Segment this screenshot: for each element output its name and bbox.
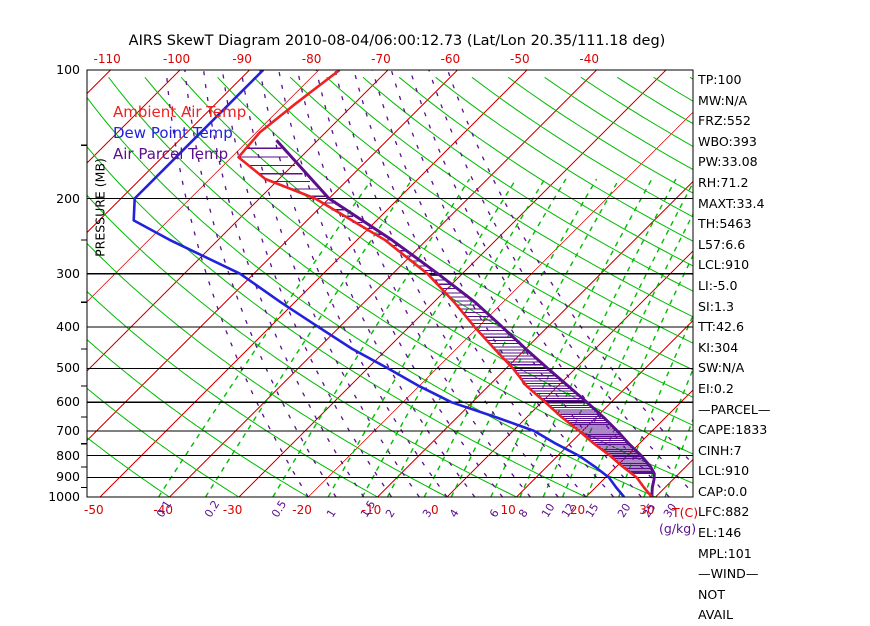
legend-air-parcel-temp: Air Parcel Temp	[113, 145, 229, 163]
index-item-7: TH:5463	[698, 216, 752, 232]
pressure-tick-1000: 1000	[48, 489, 80, 504]
bottom-temp-tick--20: -20	[292, 503, 312, 517]
y-axis-label: PRESSURE (MB)	[92, 158, 108, 257]
index-item-25: NOT	[698, 586, 726, 602]
index-item-15: EI:0.2	[698, 380, 734, 396]
pressure-tick-700: 700	[56, 422, 80, 438]
bottom-temp-tick--10: -10	[361, 503, 382, 517]
index-item-4: PW:33.08	[698, 154, 758, 170]
index-item-1: MW:N/A	[698, 92, 748, 108]
index-item-26: AVAIL	[698, 607, 733, 623]
index-item-12: TT:42.6	[698, 319, 745, 335]
index-item-3: WBO:393	[698, 133, 757, 149]
index-item-2: FRZ:552	[698, 113, 751, 129]
top-temp-tick--70: -70	[371, 52, 391, 66]
index-item-18: CINH:7	[698, 442, 742, 458]
index-item-23: MPL:101	[698, 545, 752, 561]
pressure-tick-600: 600	[56, 394, 80, 410]
indices-panel: TP:100 MW:N/A FRZ:552 WBO:393 PW:33.08 RH:71.…	[698, 70, 866, 626]
index-item-22: EL:146	[698, 525, 742, 541]
pressure-tick-400: 400	[56, 319, 80, 335]
index-item-20: CAP:0.0	[698, 483, 748, 499]
pressure-tick-900: 900	[56, 469, 80, 485]
bottom-temp-tick-20: 20	[569, 503, 586, 517]
page-title: AIRS SkewT Diagram 2010-08-04/06:00:12.7…	[128, 33, 666, 49]
bottom-temp-tick--50: -50	[84, 503, 104, 517]
x-axis-temp-label: T(C)	[672, 505, 699, 520]
index-item-17: CAPE:1833	[698, 422, 768, 438]
index-item-8: L57:6.6	[698, 236, 746, 252]
top-temp-tick--60: -60	[440, 52, 461, 66]
top-temp-tick--40: -40	[579, 52, 600, 66]
index-item-16: —PARCEL—	[698, 401, 771, 417]
index-item-5: RH:71.2	[698, 174, 749, 190]
index-item-6: MAXT:33.4	[698, 195, 765, 211]
legend-ambient-air-temp: Ambient Air Temp	[113, 103, 247, 121]
pressure-tick-100: 100	[56, 62, 80, 77]
index-item-13: KI:304	[698, 339, 739, 355]
bottom-temp-tick--30: -30	[222, 503, 243, 517]
bottom-temp-tick-0: 0	[431, 503, 439, 517]
top-temp-tick--80: -80	[301, 52, 322, 66]
index-item-14: SW:N/A	[698, 360, 745, 376]
top-temp-tick--100: -100	[162, 52, 191, 66]
top-temp-tick--90: -90	[232, 52, 252, 66]
index-item-21: LFC:882	[698, 504, 750, 520]
pressure-tick-200: 200	[56, 190, 80, 206]
index-item-10: LI:-5.0	[698, 277, 738, 293]
index-item-24: —WIND—	[698, 566, 759, 582]
bottom-temp-tick-10: 10	[500, 503, 516, 517]
index-item-19: LCL:910	[698, 463, 750, 479]
pressure-tick-800: 800	[56, 447, 80, 463]
legend-dew-point-temp: Dew Point Temp	[113, 124, 233, 142]
index-item-9: LCL:910	[698, 257, 750, 273]
index-item-11: SI:1.3	[698, 298, 734, 314]
top-temp-tick--50: -50	[510, 52, 530, 66]
x-axis-mixratio-label: (g/kg)	[659, 521, 697, 536]
bottom-temp-tick-30: 30	[639, 503, 655, 517]
pressure-tick-300: 300	[56, 265, 80, 281]
skewt-plot	[81, 69, 694, 498]
pressure-tick-500: 500	[56, 360, 80, 376]
top-temp-tick--110: -110	[93, 52, 121, 66]
index-item-0: TP:100	[698, 72, 742, 87]
bottom-temp-tick--40: -40	[153, 503, 174, 517]
